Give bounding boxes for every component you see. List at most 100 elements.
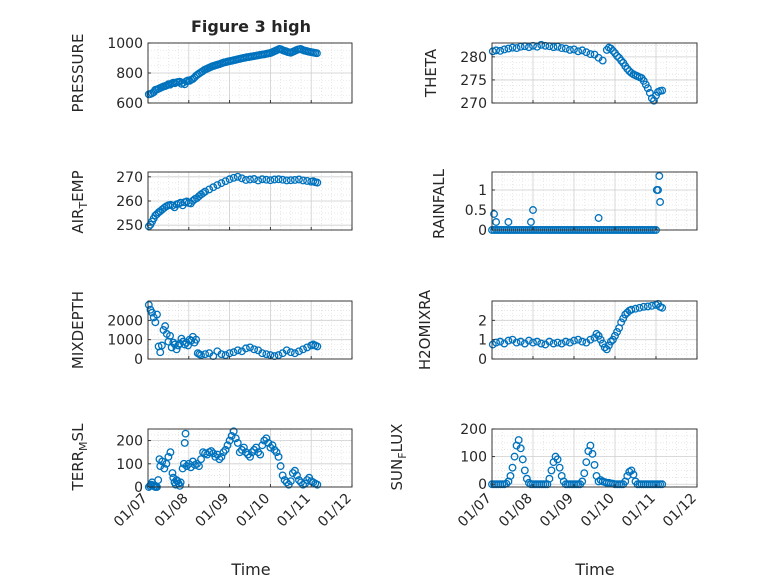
mixdepth-ytick-label: 0	[134, 352, 143, 368]
terr-msl-data-point	[195, 462, 203, 471]
air-temp-ytick-label: 270	[116, 170, 143, 186]
sun-flux-ytick-label: 0	[478, 477, 487, 493]
mixdepth-data-point	[201, 350, 210, 359]
h2omixra-data-point	[596, 335, 605, 344]
h2omixra-data-point	[570, 336, 578, 345]
mixdepth-data-point	[153, 310, 161, 319]
air-temp-data-point	[270, 175, 279, 184]
air-temp-data-point	[233, 172, 242, 181]
rainfall-data-point	[527, 218, 535, 226]
theta-data-point	[561, 44, 570, 53]
sun-flux-data-point	[658, 480, 667, 489]
h2omixra-data-point	[574, 335, 583, 344]
sun-flux-data-point	[588, 449, 597, 458]
rainfall-axes-box	[491, 171, 698, 231]
mixdepth-data-point	[229, 348, 238, 357]
terr-msl-data-point	[260, 436, 269, 445]
terr-msl-data-point	[160, 464, 169, 473]
terr-msl-data-point	[215, 455, 224, 464]
h2omixra-data-point	[639, 302, 648, 311]
h2omixra-data-point	[492, 338, 501, 347]
air-temp-data-point	[209, 183, 218, 192]
sun-flux-data-point	[547, 466, 556, 475]
air-temp-ytick-label: 250	[116, 218, 143, 234]
terr-msl-data-point	[250, 445, 259, 454]
air-temp-data-point	[299, 176, 307, 185]
mixdepth-data-point	[241, 344, 250, 353]
rainfall-ytick-label: 0	[478, 223, 487, 239]
rainfall-ytick-label: 0.5	[465, 203, 487, 219]
air-temp-data-point	[290, 176, 299, 184]
h2omixra-data-point	[619, 314, 628, 323]
theta-data-point	[623, 64, 632, 73]
theta-data-point	[598, 56, 607, 65]
mixdepth-data-point	[250, 345, 259, 354]
air-temp-data-point	[295, 175, 303, 184]
h2omixra-ytick-label: 0	[478, 352, 487, 368]
h2omixra-data-point	[561, 337, 570, 346]
terr-msl-data-point	[239, 443, 248, 452]
figure-title: Figure 3 high	[191, 17, 311, 36]
sun-flux-data-point	[580, 469, 589, 478]
terr-msl-data-point	[237, 445, 246, 454]
air-temp-data-point	[278, 175, 287, 184]
sun-flux-axes-box	[491, 428, 698, 488]
mixdepth-data-point	[233, 346, 242, 355]
sun-flux-data-point	[555, 463, 564, 472]
theta-data-point	[643, 84, 652, 93]
theta-data-point	[627, 69, 636, 77]
theta-data-point	[492, 46, 501, 55]
mixdepth-data-point	[313, 342, 322, 351]
sun-flux-data-point	[596, 476, 605, 485]
air-temp-panel: 250 260 270	[116, 170, 353, 234]
air-temp-data-point	[286, 176, 295, 185]
mixdepth-data-point	[197, 351, 205, 360]
rainfall-data-point	[504, 218, 513, 226]
h2omixra-data-point	[516, 337, 525, 346]
mixdepth-data-point	[246, 343, 254, 352]
sun-flux-data-point	[553, 455, 562, 464]
mixdepth-data-point	[299, 345, 307, 354]
terr-msl-data-point	[180, 438, 189, 447]
mixdepth-axes-box	[147, 300, 353, 360]
terr-msl-data-point	[178, 464, 187, 473]
theta-ylabel: THETA	[422, 48, 440, 98]
air-temp-data-point	[246, 175, 254, 184]
rainfall-plot-area	[492, 172, 697, 230]
left-xlabel: Time	[230, 560, 270, 579]
terr-msl-data-point	[264, 438, 273, 447]
theta-data-point	[508, 43, 517, 52]
rainfall-panel: 00.51	[465, 171, 698, 239]
terr-msl-data-point	[256, 450, 265, 459]
theta-data-point	[541, 41, 550, 50]
rainfall-data-point	[594, 214, 603, 222]
sun-flux-ylabel-main: SUN	[388, 459, 406, 491]
terr-msl-data-point	[181, 429, 190, 438]
rainfall-data-point	[529, 206, 537, 214]
sun-flux-ylabel-rest: LUX	[388, 424, 406, 453]
terr-msl-data-point	[168, 469, 177, 478]
rainfall-data-point	[492, 218, 501, 226]
theta-data-point	[496, 46, 505, 55]
sun-flux-data-point	[522, 474, 531, 483]
theta-axes-box	[491, 42, 698, 104]
air-temp-data-point	[237, 174, 246, 183]
h2omixra-data-point	[545, 337, 554, 346]
mixdepth-data-point	[148, 308, 157, 317]
terr-msl-data-point	[295, 476, 303, 484]
terr-msl-data-point	[266, 443, 275, 452]
theta-data-point	[586, 50, 595, 59]
terr-msl-ytick-label: 100	[116, 457, 143, 473]
air-temp-data-point	[217, 179, 226, 188]
h2omixra-data-point	[549, 339, 558, 348]
air-temp-data-point	[274, 175, 283, 184]
theta-data-point	[529, 41, 537, 50]
rainfall-data-point	[654, 186, 662, 194]
mixdepth-data-point	[303, 343, 312, 352]
air-temp-data-point	[221, 177, 230, 186]
theta-data-point	[578, 46, 587, 55]
air-temp-data-point	[282, 176, 291, 185]
air-temp-data-point	[229, 173, 238, 182]
terr-msl-ylabel-sub: M	[77, 441, 90, 451]
